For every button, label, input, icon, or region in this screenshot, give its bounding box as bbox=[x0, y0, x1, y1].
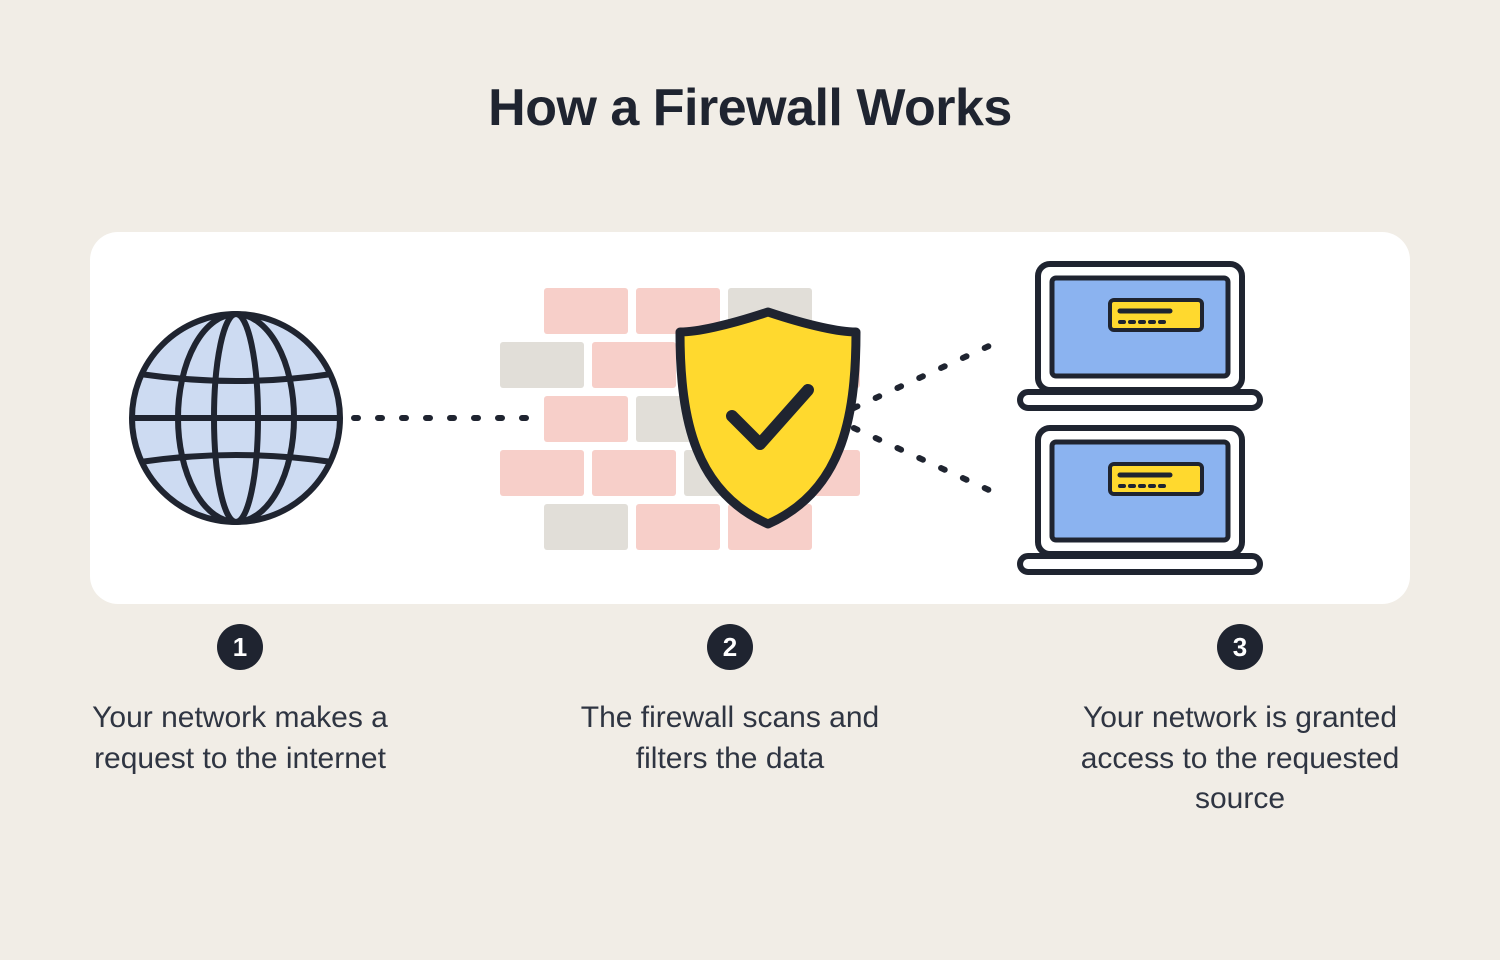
illustration-svg bbox=[90, 232, 1410, 604]
steps-row: 1 Your network makes a request to the in… bbox=[90, 624, 1410, 820]
globe-icon bbox=[132, 314, 340, 522]
step-badge: 1 bbox=[217, 624, 263, 670]
step-caption: Your network makes a request to the inte… bbox=[90, 698, 390, 779]
illustration-panel bbox=[90, 232, 1410, 604]
step-caption: The firewall scans and filters the data bbox=[580, 698, 880, 779]
page-title: How a Firewall Works bbox=[0, 0, 1500, 138]
step-badge: 3 bbox=[1217, 624, 1263, 670]
step-caption: Your network is granted access to the re… bbox=[1070, 698, 1410, 820]
laptop-bottom-icon bbox=[1020, 428, 1260, 572]
step-1: 1 Your network makes a request to the in… bbox=[90, 624, 390, 820]
step-2: 2 The firewall scans and filters the dat… bbox=[580, 624, 880, 820]
laptop-top-icon bbox=[1020, 264, 1260, 408]
step-badge: 2 bbox=[707, 624, 753, 670]
step-3: 3 Your network is granted access to the … bbox=[1070, 624, 1410, 820]
